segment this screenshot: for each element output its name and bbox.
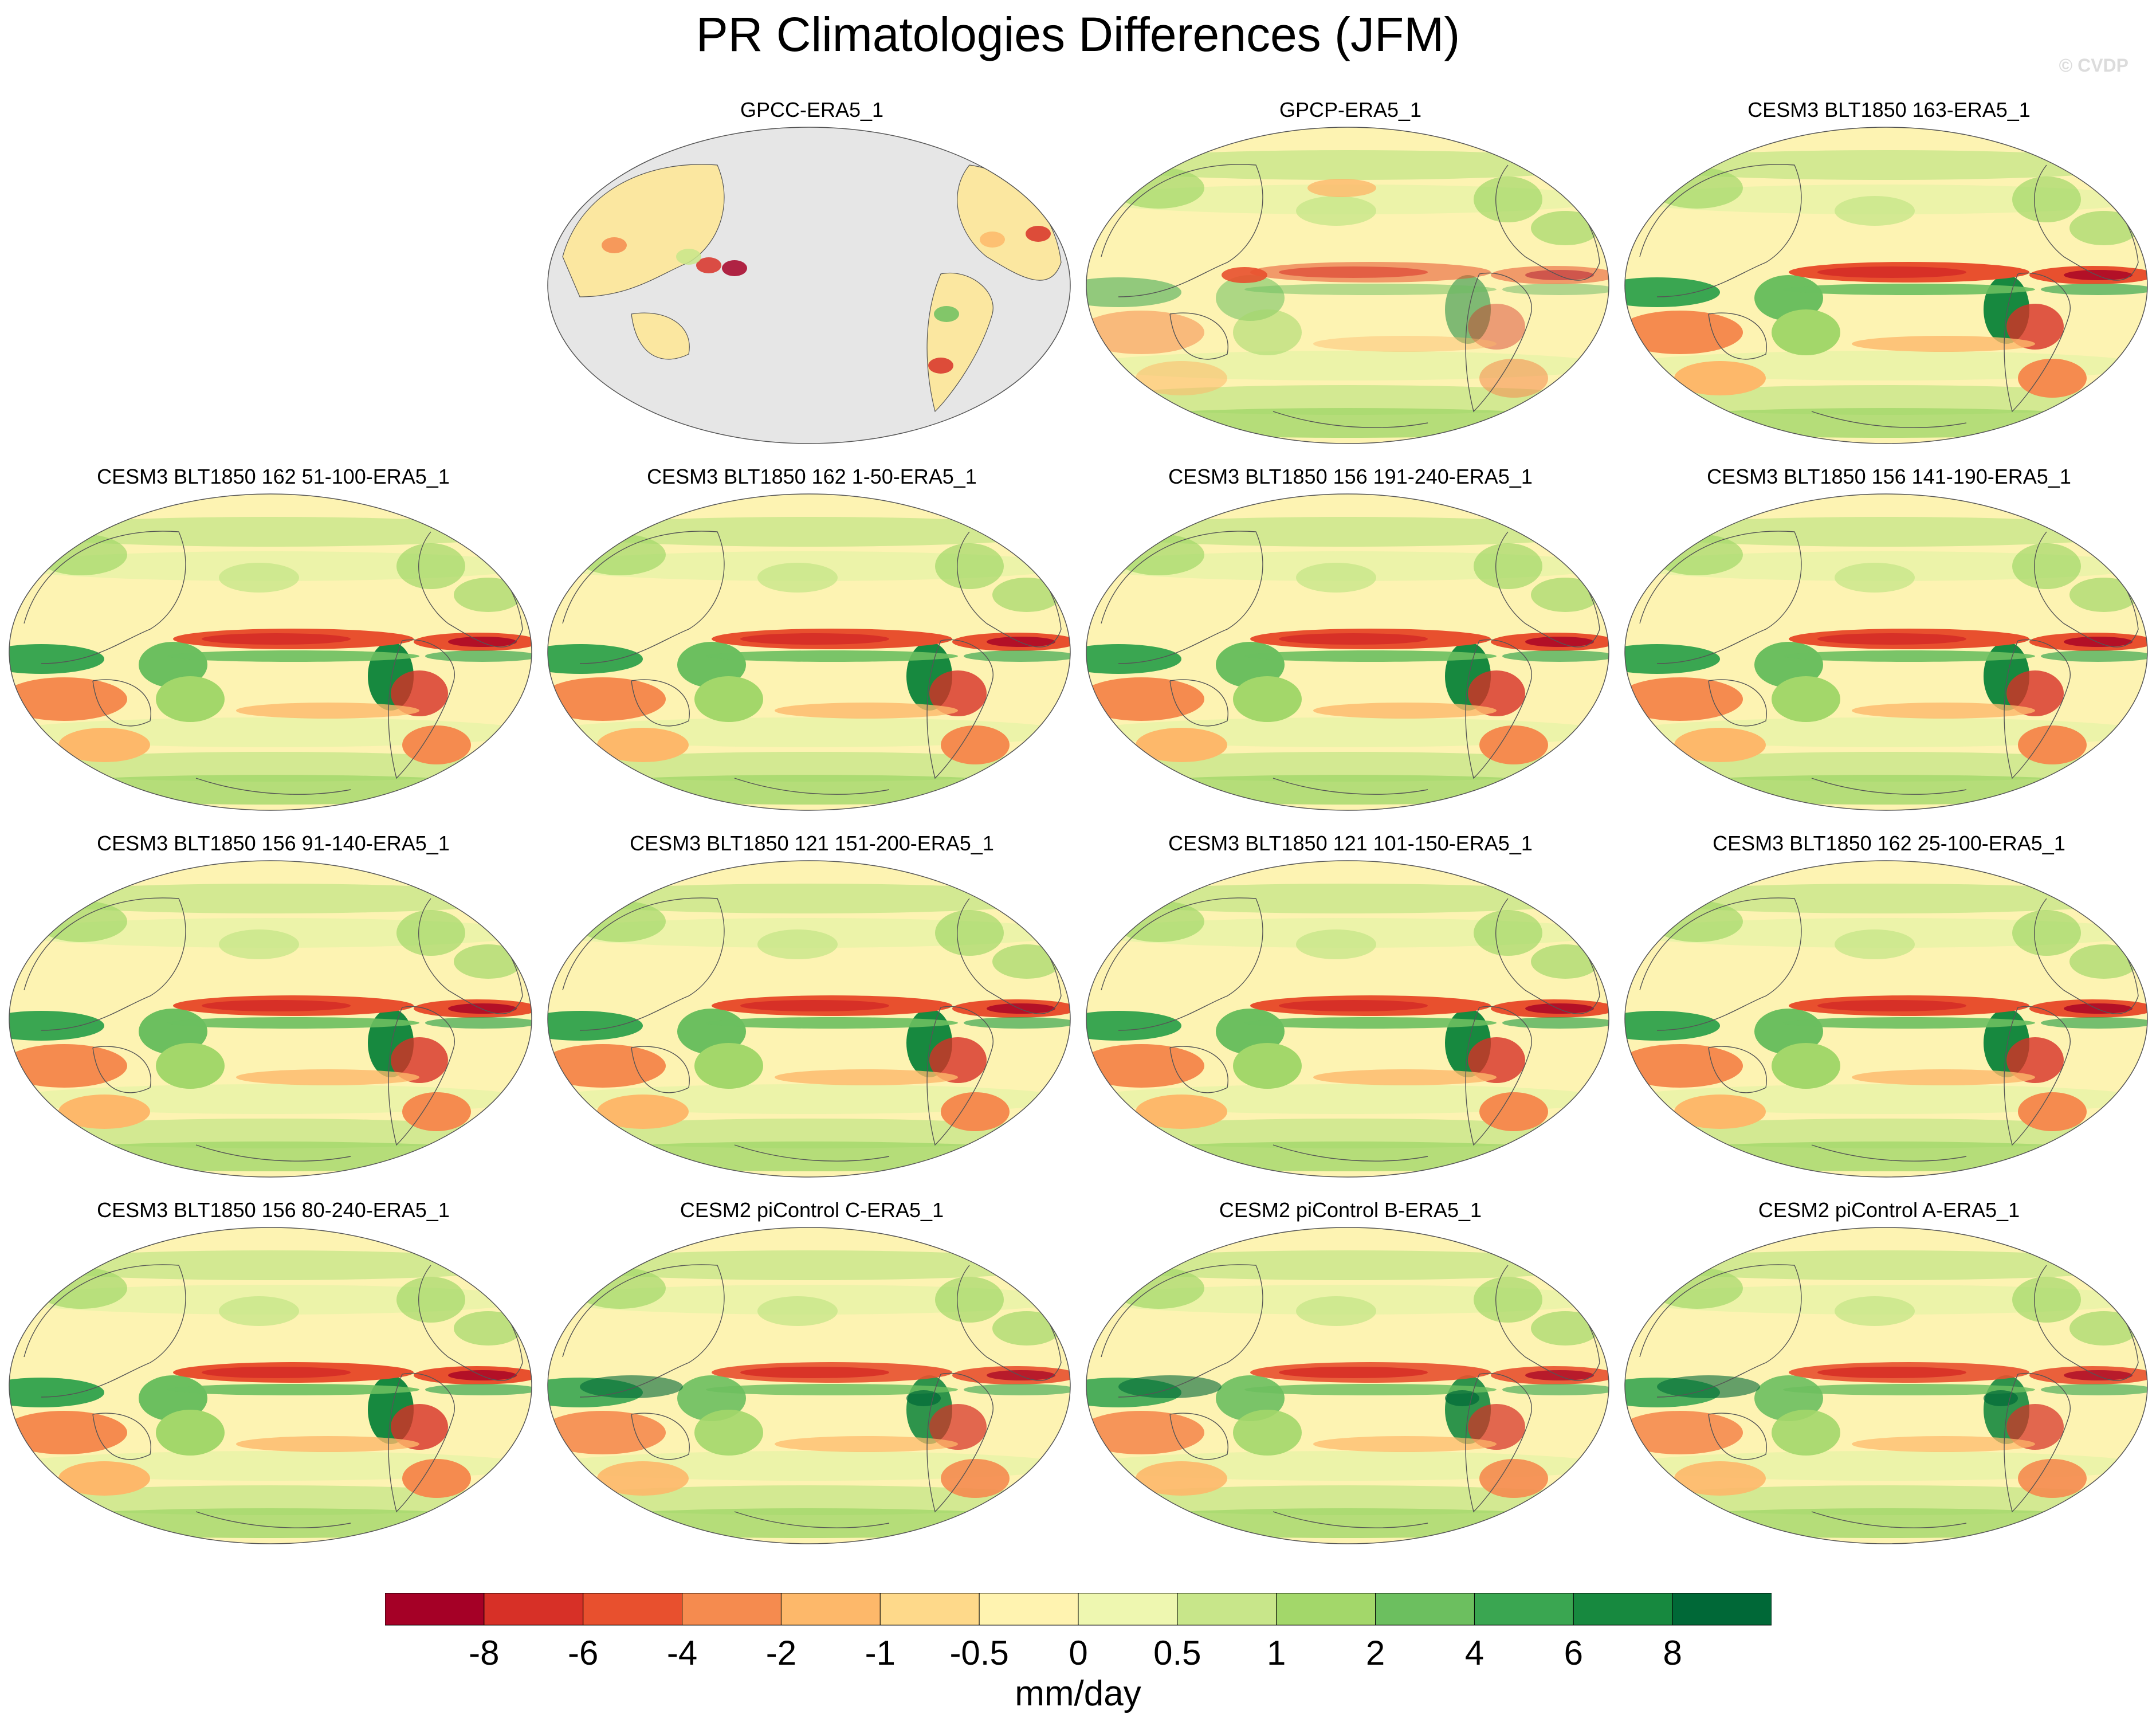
colorbar-tick-label: -2 xyxy=(765,1634,797,1672)
map-plot xyxy=(1624,860,2148,1178)
map-panel: CESM3 BLT1850 121 101-150-ERA5_1 xyxy=(1084,831,1617,1198)
map-panel: GPCP-ERA5_1 xyxy=(1084,97,1617,464)
colorbar-tick-label: 8 xyxy=(1663,1634,1682,1672)
colorbar-segment xyxy=(1375,1593,1475,1626)
colorbar-segment xyxy=(1672,1593,1772,1626)
colorbar-segment xyxy=(385,1593,485,1626)
colorbar-tick-label: -8 xyxy=(469,1634,500,1672)
map-plot xyxy=(1624,127,2148,444)
map-plot xyxy=(1624,493,2148,811)
colorbar xyxy=(385,1593,1772,1626)
panel-title: CESM3 BLT1850 156 141-190-ERA5_1 xyxy=(1707,465,2071,488)
panel-title: CESM3 BLT1850 162 1-50-ERA5_1 xyxy=(647,465,977,488)
colorbar-units: mm/day xyxy=(1015,1674,1141,1713)
colorbar-segment xyxy=(1276,1593,1376,1626)
panel-title: CESM2 piControl B-ERA5_1 xyxy=(1219,1198,1482,1222)
map-plot xyxy=(9,1227,532,1544)
map-panel: CESM3 BLT1850 156 91-140-ERA5_1 xyxy=(7,831,540,1198)
colorbar-tick-label: 4 xyxy=(1464,1634,1485,1672)
map-panel: CESM3 BLT1850 156 80-240-ERA5_1 xyxy=(7,1198,540,1564)
map-panel: CESM3 BLT1850 121 151-200-ERA5_1 xyxy=(545,831,1078,1198)
colorbar-segment xyxy=(682,1593,781,1626)
colorbar-segment xyxy=(1177,1593,1277,1626)
panel-title: CESM3 BLT1850 156 91-140-ERA5_1 xyxy=(97,831,450,855)
colorbar-segment xyxy=(780,1593,881,1626)
panel-title: GPCC-ERA5_1 xyxy=(740,98,884,121)
colorbar-tick-label: 1 xyxy=(1267,1634,1286,1672)
map-plot xyxy=(547,493,1071,811)
map-panel: GPCC-ERA5_1 xyxy=(545,97,1078,464)
map-panel: CESM3 BLT1850 156 141-190-ERA5_1 xyxy=(1623,464,2155,831)
map-panel: CESM3 BLT1850 162 25-100-ERA5_1 xyxy=(1623,831,2155,1198)
map-plot xyxy=(547,1227,1071,1544)
map-panel: CESM3 BLT1850 162 51-100-ERA5_1 xyxy=(7,464,540,831)
map-panel: CESM2 piControl B-ERA5_1 xyxy=(1084,1198,1617,1564)
map-panel: CESM3 BLT1850 156 191-240-ERA5_1 xyxy=(1084,464,1617,831)
map-plot xyxy=(547,860,1071,1178)
colorbar-tick-label: 2 xyxy=(1365,1634,1385,1672)
panel-title: CESM2 piControl C-ERA5_1 xyxy=(680,1198,944,1222)
colorbar-segment xyxy=(1078,1593,1178,1626)
panel-title: CESM3 BLT1850 162 25-100-ERA5_1 xyxy=(1713,831,2065,855)
colorbar-segment xyxy=(583,1593,683,1626)
map-plot xyxy=(547,127,1071,444)
colorbar-segment xyxy=(1474,1593,1574,1626)
colorbar-segment xyxy=(1573,1593,1673,1626)
colorbar-segment xyxy=(979,1593,1079,1626)
colorbar-segment xyxy=(879,1593,980,1626)
map-plot xyxy=(1624,1227,2148,1544)
colorbar-tick-label: 0.5 xyxy=(1153,1634,1201,1672)
map-panel: CESM3 BLT1850 163-ERA5_1 xyxy=(1623,97,2155,464)
map-panel: CESM2 piControl C-ERA5_1 xyxy=(545,1198,1078,1564)
map-plot xyxy=(9,860,532,1178)
panel-title: GPCP-ERA5_1 xyxy=(1279,98,1422,121)
panel-title: CESM2 piControl A-ERA5_1 xyxy=(1758,1198,2020,1222)
colorbar-tick-label: -6 xyxy=(568,1634,599,1672)
map-panel: CESM3 BLT1850 162 1-50-ERA5_1 xyxy=(545,464,1078,831)
colorbar-tick-label: -0.5 xyxy=(949,1634,1009,1672)
panel-title: CESM3 BLT1850 162 51-100-ERA5_1 xyxy=(97,465,450,488)
map-plot xyxy=(1086,1227,1609,1544)
figure-title: PR Climatologies Differences (JFM) xyxy=(696,7,1460,61)
map-panel: CESM2 piControl A-ERA5_1 xyxy=(1623,1198,2155,1564)
panel-title: CESM3 BLT1850 163-ERA5_1 xyxy=(1747,98,2031,121)
colorbar-tick-label: -4 xyxy=(666,1634,698,1672)
map-plot xyxy=(9,493,532,811)
colorbar-segment xyxy=(484,1593,584,1626)
map-plot xyxy=(1086,860,1609,1178)
panel-title: CESM3 BLT1850 121 101-150-ERA5_1 xyxy=(1168,831,1533,855)
panel-title: CESM3 BLT1850 121 151-200-ERA5_1 xyxy=(630,831,994,855)
watermark: © CVDP xyxy=(2059,55,2128,76)
colorbar-tick-label: -1 xyxy=(865,1634,896,1672)
map-plot xyxy=(1086,493,1609,811)
colorbar-tick-label: 6 xyxy=(1564,1634,1583,1672)
panel-title: CESM3 BLT1850 156 80-240-ERA5_1 xyxy=(97,1198,450,1222)
panel-title: CESM3 BLT1850 156 191-240-ERA5_1 xyxy=(1168,465,1533,488)
colorbar-tick-label: 0 xyxy=(1069,1634,1088,1672)
map-plot xyxy=(1086,127,1609,444)
